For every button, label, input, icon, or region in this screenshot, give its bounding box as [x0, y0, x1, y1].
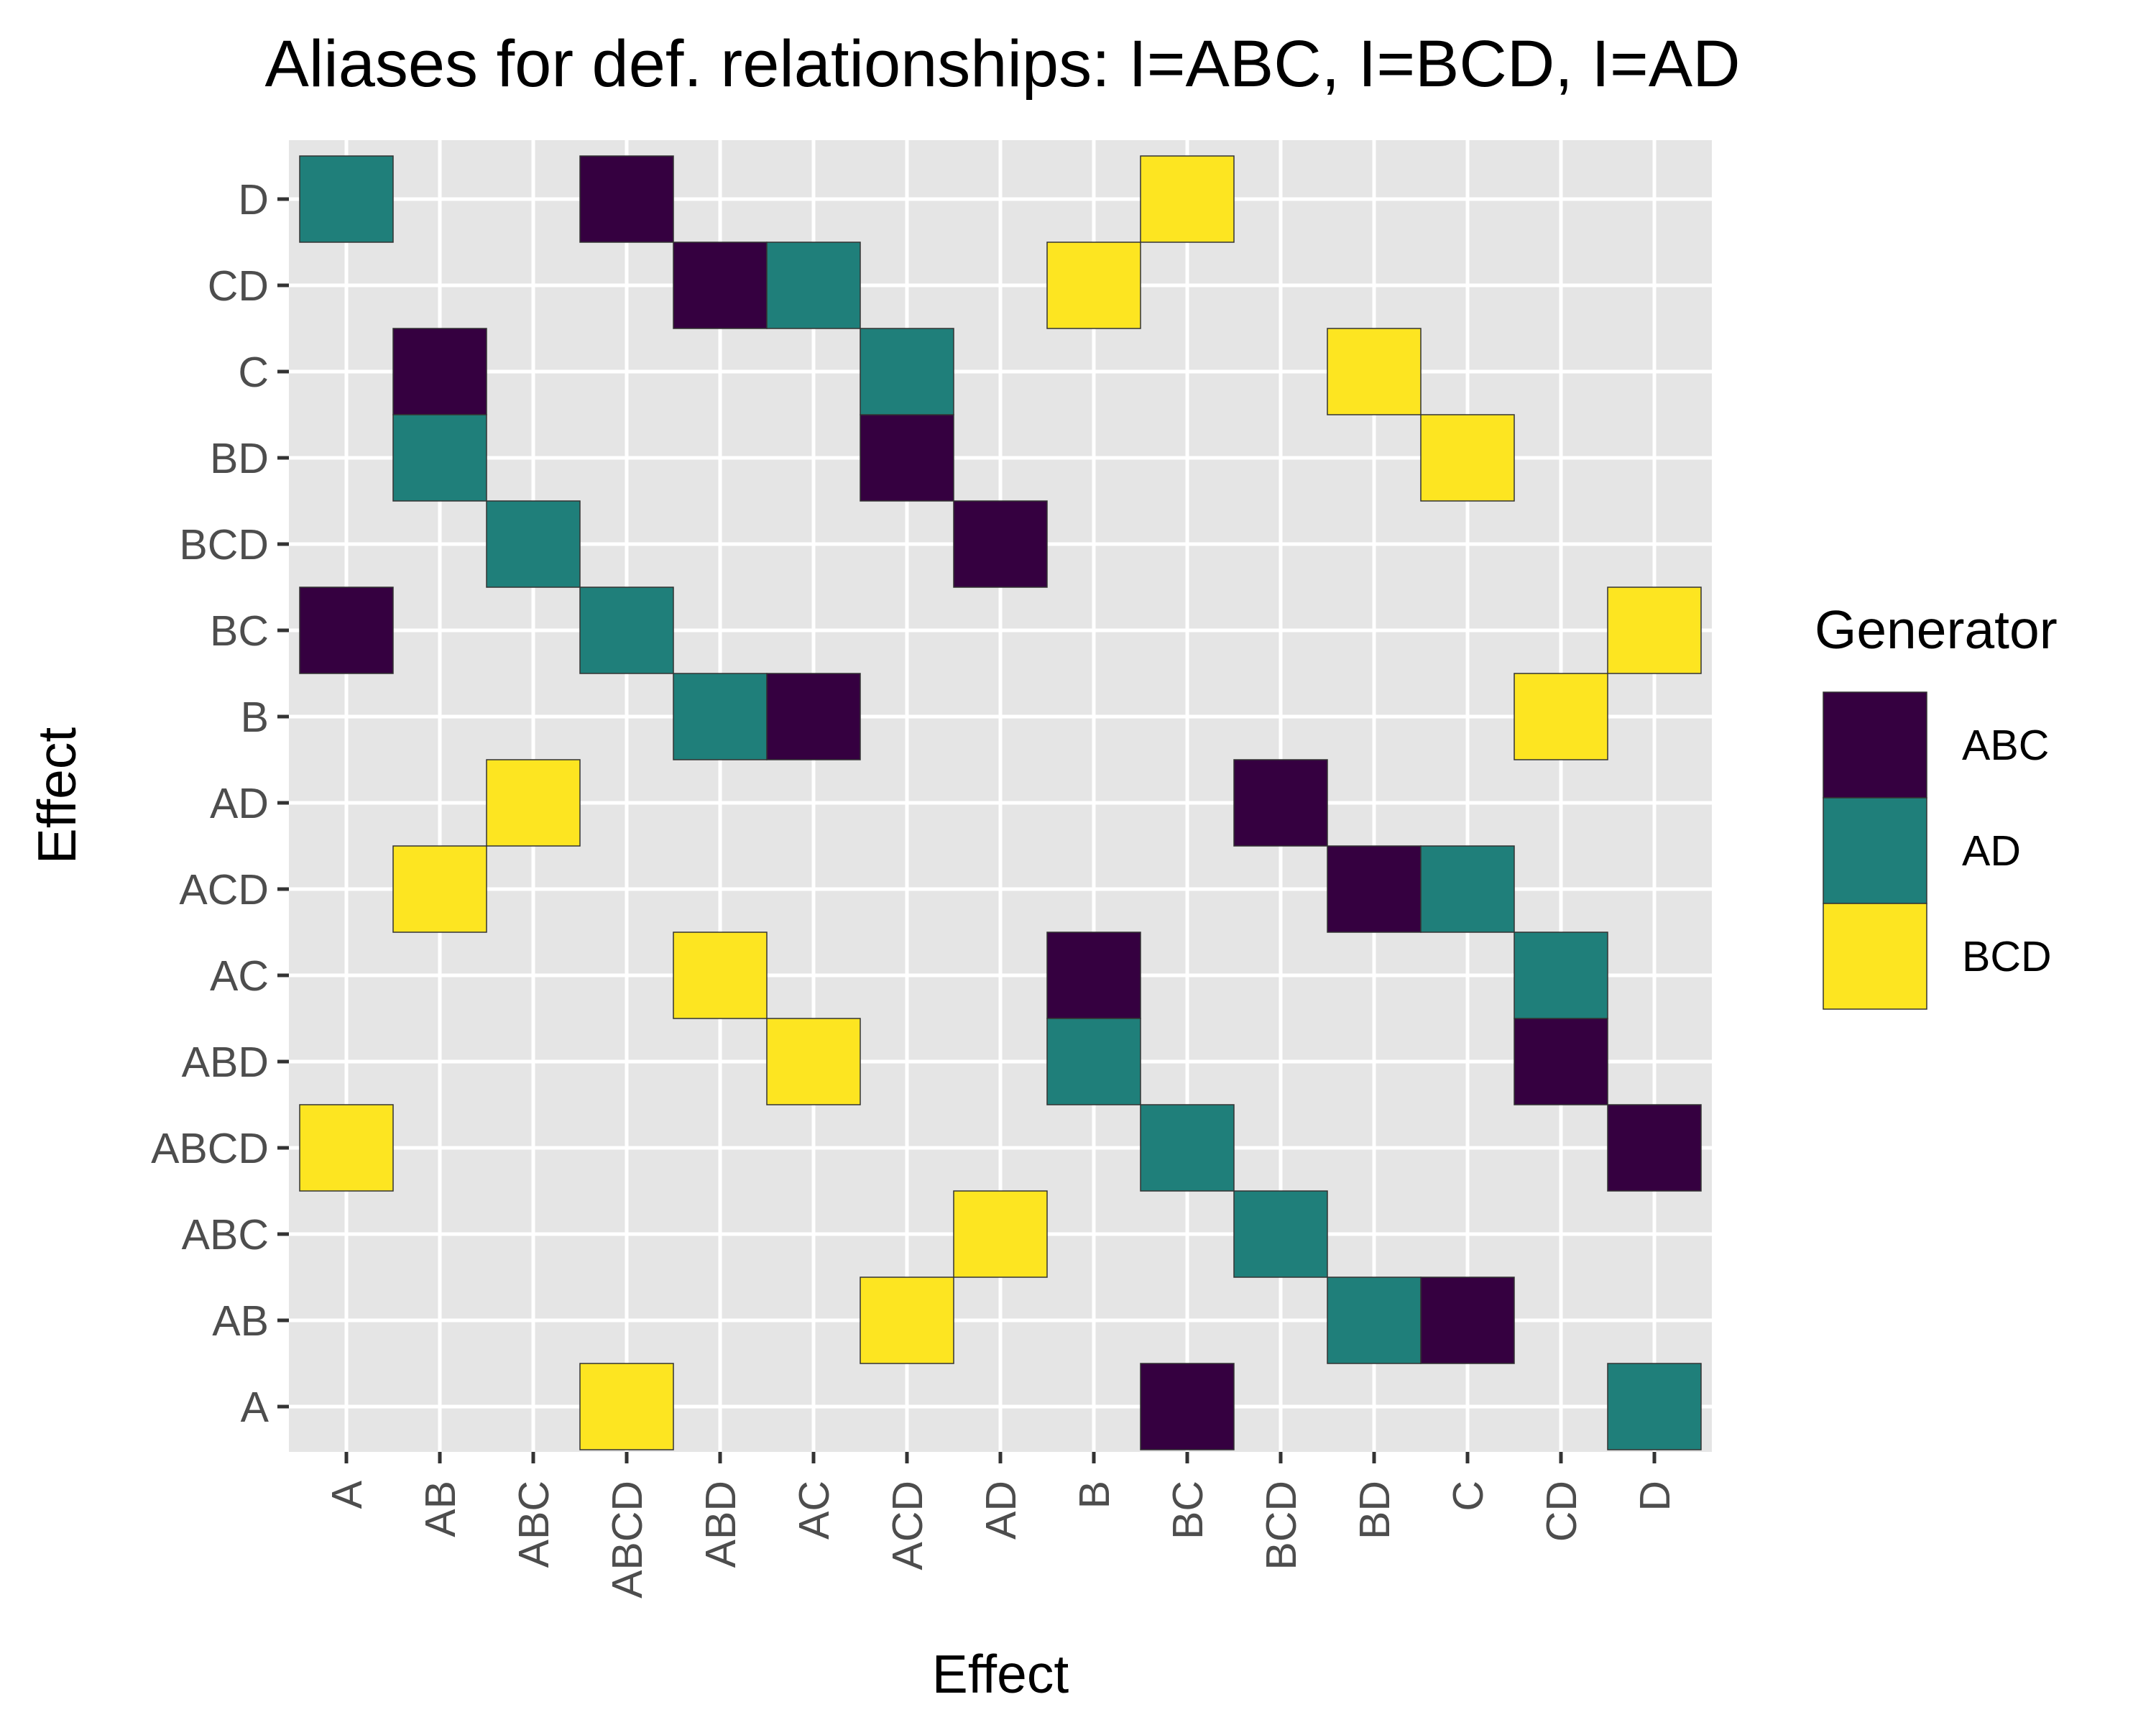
- y-tick-label-BC: BC: [210, 607, 269, 655]
- y-tick-label-A: A: [241, 1384, 270, 1431]
- cell-B-CD: [1046, 242, 1141, 329]
- legend-key-ABC: [1823, 691, 1927, 799]
- cell-BCD-AD: [1233, 759, 1328, 847]
- cell-CD-B: [1514, 673, 1608, 760]
- legend-key-BCD: [1823, 903, 1927, 1010]
- y-tick-label-ABCD: ABCD: [151, 1125, 269, 1172]
- cell-BC-ABCD: [1140, 1104, 1235, 1192]
- cell-AC-ABD: [766, 1018, 861, 1105]
- cell-C-BD: [1420, 414, 1515, 502]
- cell-ABD-CD: [673, 242, 768, 329]
- y-tick-label-BCD: BCD: [179, 521, 269, 569]
- cell-AD-ABC: [953, 1190, 1048, 1278]
- y-tick-label-AB: AB: [212, 1297, 269, 1345]
- cell-AC-CD: [766, 242, 861, 329]
- cell-A-ABCD: [299, 1104, 394, 1192]
- legend: ABC AD BCD: [1823, 691, 2052, 1010]
- cell-CD-ABD: [1514, 1018, 1608, 1105]
- cell-ABC-BCD: [486, 500, 581, 588]
- x-tick-label-ABC: ABC: [510, 1481, 558, 1568]
- cell-ABCD-D: [579, 155, 674, 243]
- cell-ABC-AD: [486, 759, 581, 847]
- cell-C-ACD: [1420, 845, 1515, 933]
- legend-label-AD: AD: [1962, 827, 2021, 875]
- cell-BD-ACD: [1327, 845, 1422, 933]
- y-axis-title: Effect: [27, 727, 87, 865]
- cell-AB-C: [392, 328, 487, 415]
- x-tick-label-CD: CD: [1538, 1481, 1585, 1542]
- x-tick-label-ACD: ACD: [884, 1481, 931, 1570]
- cell-BCD-ABC: [1233, 1190, 1328, 1278]
- cell-A-BC: [299, 586, 394, 674]
- x-tick-label-AD: AD: [977, 1481, 1025, 1540]
- y-tick-label-BD: BD: [210, 435, 269, 482]
- cell-A-D: [299, 155, 394, 243]
- y-tick-label-D: D: [238, 176, 269, 224]
- cell-CD-AC: [1514, 932, 1608, 1019]
- cell-B-AC: [1046, 932, 1141, 1019]
- x-tick-label-ABD: ABD: [697, 1481, 745, 1568]
- cell-ACD-C: [860, 328, 954, 415]
- cell-ACD-BD: [860, 414, 954, 502]
- x-tick-label-ABCD: ABCD: [604, 1481, 651, 1598]
- x-tick-label-C: C: [1445, 1481, 1492, 1512]
- cell-ACD-AB: [860, 1276, 954, 1364]
- legend-label-ABC: ABC: [1962, 722, 2049, 769]
- heatmap-cells: [299, 155, 1702, 1450]
- y-tick-label-C: C: [238, 349, 269, 396]
- cell-BC-A: [1140, 1363, 1235, 1450]
- cell-ABCD-BC: [579, 586, 674, 674]
- y-tick-label-AC: AC: [210, 952, 269, 1000]
- x-tick-label-A: A: [323, 1480, 371, 1509]
- legend-label-BCD: BCD: [1962, 933, 2052, 980]
- cell-D-A: [1607, 1363, 1702, 1450]
- x-axis-title: Effect: [932, 1644, 1069, 1704]
- cell-BC-D: [1140, 155, 1235, 243]
- y-tick-label-ABC: ABC: [182, 1211, 269, 1259]
- cell-ABCD-A: [579, 1363, 674, 1450]
- legend-key-AD: [1823, 797, 1927, 904]
- x-tick-label-B: B: [1071, 1481, 1118, 1509]
- cell-AD-BCD: [953, 500, 1048, 588]
- y-tick-label-ABD: ABD: [182, 1039, 269, 1086]
- cell-D-BC: [1607, 586, 1702, 674]
- cell-BD-C: [1327, 328, 1422, 415]
- cell-AB-BD: [392, 414, 487, 502]
- chart-title: Aliases for def. relationships: I=ABC, I…: [264, 27, 1740, 101]
- x-tick-label-BCD: BCD: [1258, 1481, 1305, 1570]
- cell-B-ABD: [1046, 1018, 1141, 1105]
- cell-D-ABCD: [1607, 1104, 1702, 1192]
- x-tick-label-AC: AC: [791, 1481, 838, 1540]
- cell-ABD-AC: [673, 932, 768, 1019]
- y-axis: A AB ABC ABCD ABD AC ACD AD B BC BCD BD C CD D: [151, 176, 289, 1431]
- cell-C-AB: [1420, 1276, 1515, 1364]
- legend-title: Generator: [1815, 599, 2058, 660]
- y-tick-label-ACD: ACD: [179, 866, 269, 914]
- x-tick-label-D: D: [1631, 1481, 1679, 1512]
- x-tick-label-BC: BC: [1164, 1481, 1212, 1540]
- y-tick-label-B: B: [241, 694, 269, 741]
- x-axis: A AB ABC ABCD ABD AC ACD AD B BC BCD BD C CD D: [323, 1452, 1679, 1598]
- x-tick-label-BD: BD: [1351, 1481, 1399, 1540]
- cell-ABD-B: [673, 673, 768, 760]
- x-tick-label-AB: AB: [417, 1481, 464, 1537]
- cell-AC-B: [766, 673, 861, 760]
- cell-BD-AB: [1327, 1276, 1422, 1364]
- cell-AB-ACD: [392, 845, 487, 933]
- y-tick-label-AD: AD: [210, 780, 269, 827]
- y-tick-label-CD: CD: [208, 262, 269, 310]
